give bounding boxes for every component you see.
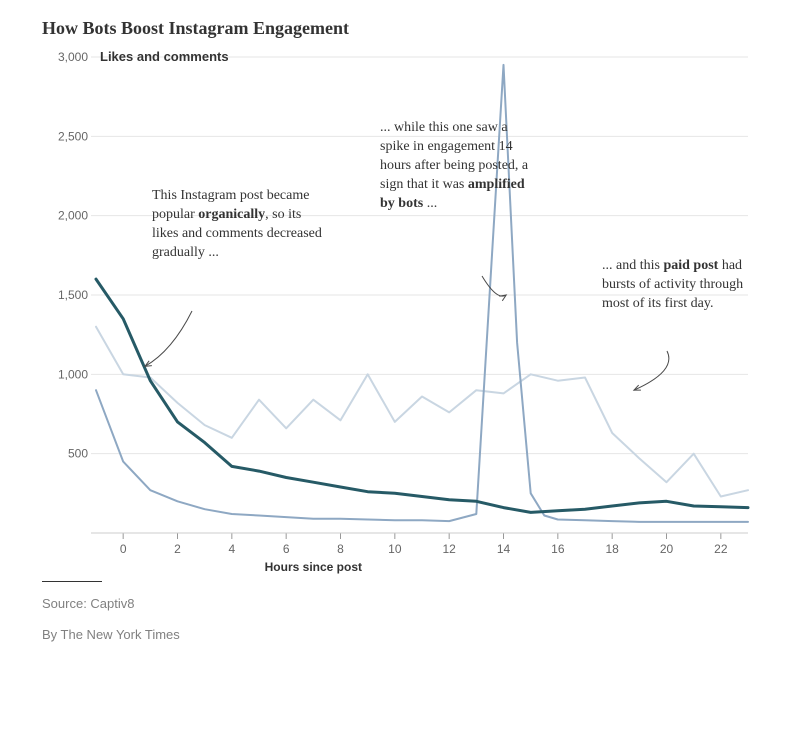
byline: By The New York Times [42, 627, 758, 642]
arrow-bot-head [499, 295, 506, 301]
x-tick-label: 22 [714, 542, 728, 556]
arrow-paid [634, 351, 669, 390]
arrow-organic-head [145, 361, 152, 367]
x-tick-label: 8 [337, 542, 344, 556]
x-tick-label: 20 [660, 542, 674, 556]
subtitle: Likes and comments [100, 51, 229, 64]
x-tick-label: 16 [551, 542, 565, 556]
source-credit: Source: Captiv8 [42, 596, 758, 611]
annotation-organic: This Instagram post became popular organ… [152, 187, 322, 263]
series-paid [96, 327, 748, 497]
annotation-bot: ... while this one saw a spike in engage… [380, 119, 530, 213]
x-tick-label: 2 [174, 542, 181, 556]
chart-title: How Bots Boost Instagram Engagement [42, 18, 758, 39]
arrow-organic [145, 311, 192, 366]
x-tick-label: 6 [283, 542, 290, 556]
y-tick-label: 2,500 [58, 129, 88, 143]
x-tick-label: 18 [605, 542, 619, 556]
x-axis-title: Hours since post [265, 560, 362, 574]
y-tick-label: 3,000 [58, 51, 88, 64]
x-tick-label: 4 [228, 542, 235, 556]
x-tick-label: 12 [442, 542, 456, 556]
y-tick-label: 500 [68, 447, 88, 461]
x-tick-label: 14 [497, 542, 511, 556]
x-tick-label: 10 [388, 542, 402, 556]
annotation-paid: ... and this paid post had bursts of act… [602, 257, 752, 314]
arrow-bot [482, 276, 506, 296]
x-tick-label: 0 [120, 542, 127, 556]
y-tick-label: 2,000 [58, 209, 88, 223]
y-tick-label: 1,500 [58, 288, 88, 302]
y-tick-label: 1,000 [58, 367, 88, 381]
